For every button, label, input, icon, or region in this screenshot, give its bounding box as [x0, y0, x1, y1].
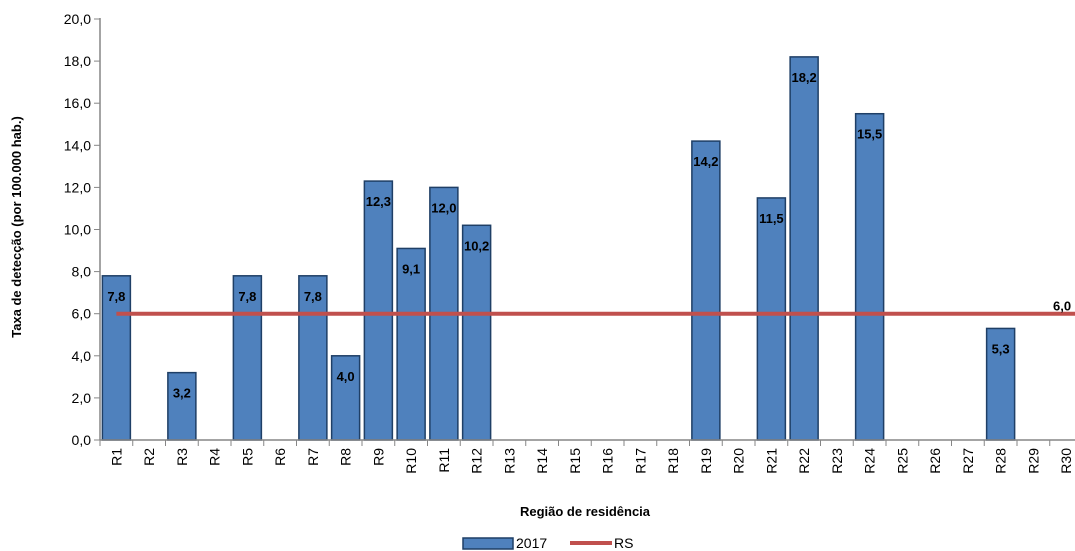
rs-line-label: 6,0	[1053, 299, 1071, 314]
data-label: 9,1	[402, 261, 420, 276]
y-tick-label: 18,0	[64, 53, 91, 69]
bar-R28	[985, 327, 1016, 441]
y-tick-label: 0,0	[72, 432, 92, 448]
y-tick-label: 4,0	[72, 348, 92, 364]
data-label: 15,5	[857, 127, 882, 142]
legend-swatch-2017	[462, 537, 514, 550]
data-label: 4,0	[337, 369, 355, 384]
x-tick-label: R16	[600, 448, 616, 474]
x-tick-label: R21	[763, 448, 779, 474]
legend: 2017 RS	[462, 535, 633, 551]
x-tick-label: R24	[862, 448, 878, 474]
data-label: 7,8	[304, 289, 322, 304]
data-label: 7,8	[238, 289, 256, 304]
x-tick-label: R17	[632, 448, 648, 474]
x-tick-label: R20	[731, 448, 747, 474]
data-labels: 6,0 7,8 3,2 7,8 7,8 4,0 12,3 9,1 12,0 10,2 14,2 11,…	[107, 70, 1071, 401]
x-tick-label: R23	[829, 448, 845, 474]
data-label: 12,3	[366, 194, 391, 209]
bar-R21	[756, 197, 787, 441]
x-tick-label: R15	[567, 448, 583, 474]
axes	[99, 18, 1075, 441]
x-tick-label: R18	[665, 448, 681, 474]
legend-label-2017: 2017	[516, 535, 547, 551]
y-tick-label: 14,0	[64, 137, 91, 153]
bars-2017	[101, 56, 1016, 441]
bar-R12	[461, 224, 492, 441]
y-tick-label: 2,0	[72, 390, 92, 406]
x-tick-label: R14	[534, 448, 550, 474]
y-tick-label: 12,0	[64, 179, 91, 195]
x-tick-label: R12	[469, 448, 485, 474]
y-tick-label: 8,0	[72, 264, 92, 280]
bar-R3	[167, 371, 197, 441]
x-tick-label: R2	[141, 448, 157, 466]
x-tick-label: R19	[698, 448, 714, 474]
data-label: 5,3	[992, 341, 1010, 356]
x-tick-label: R4	[207, 448, 223, 466]
x-tick-label: R13	[501, 448, 517, 474]
y-tick-label: 16,0	[64, 95, 91, 111]
x-tick-label: R11	[436, 448, 452, 473]
x-tick-label: R9	[370, 448, 386, 466]
y-tick-label: 20,0	[64, 11, 91, 27]
legend-label-rs: RS	[614, 535, 633, 551]
data-label: 3,2	[173, 386, 191, 401]
y-axis-title: Taxa de detecção (por 100.000 hab.)	[9, 116, 24, 338]
x-tick-label: R25	[894, 448, 910, 474]
x-tick-label: R6	[272, 448, 288, 466]
x-tick-label: R30	[1058, 448, 1074, 474]
x-tick-label: R29	[1025, 448, 1041, 474]
bar-R5	[232, 275, 263, 441]
y-tick-label: 10,0	[64, 222, 91, 238]
x-tick-label: R28	[993, 448, 1009, 474]
bar-R19	[691, 140, 721, 441]
data-label: 11,5	[759, 211, 784, 226]
bar-R9	[363, 180, 394, 441]
x-tick-label: R1	[108, 448, 124, 466]
bar-R24	[854, 112, 885, 441]
bar-R10	[396, 247, 426, 441]
x-tick-label: R8	[338, 448, 354, 466]
data-label: 7,8	[107, 289, 125, 304]
bar-R8	[330, 355, 361, 441]
x-axis-ticks: R1 R2 R3 R4 R5 R6 R7 R8 R9 R10 R11 R12 R13 R14 R15 R16 R…	[99, 440, 1074, 474]
bar-R22	[789, 56, 819, 441]
data-label: 14,2	[693, 154, 718, 169]
x-tick-label: R22	[796, 448, 812, 474]
x-tick-label: R27	[960, 448, 976, 474]
x-tick-label: R3	[174, 448, 190, 466]
y-axis-ticks: 0,0 2,0 4,0 6,0 8,0 10,0 12,0 14,0 16,0 18,0 20,0	[64, 11, 100, 448]
x-tick-label: R7	[305, 448, 321, 466]
x-axis-title: Região de residência	[520, 504, 651, 519]
data-label: 10,2	[464, 238, 489, 253]
bar-R1	[101, 275, 132, 441]
x-tick-label: R10	[403, 448, 419, 474]
data-label: 12,0	[431, 200, 456, 215]
bar-R7	[298, 275, 328, 441]
data-label: 18,2	[791, 70, 816, 85]
x-tick-label: R5	[239, 448, 255, 466]
x-tick-label: R26	[927, 448, 943, 474]
y-tick-label: 6,0	[72, 306, 92, 322]
